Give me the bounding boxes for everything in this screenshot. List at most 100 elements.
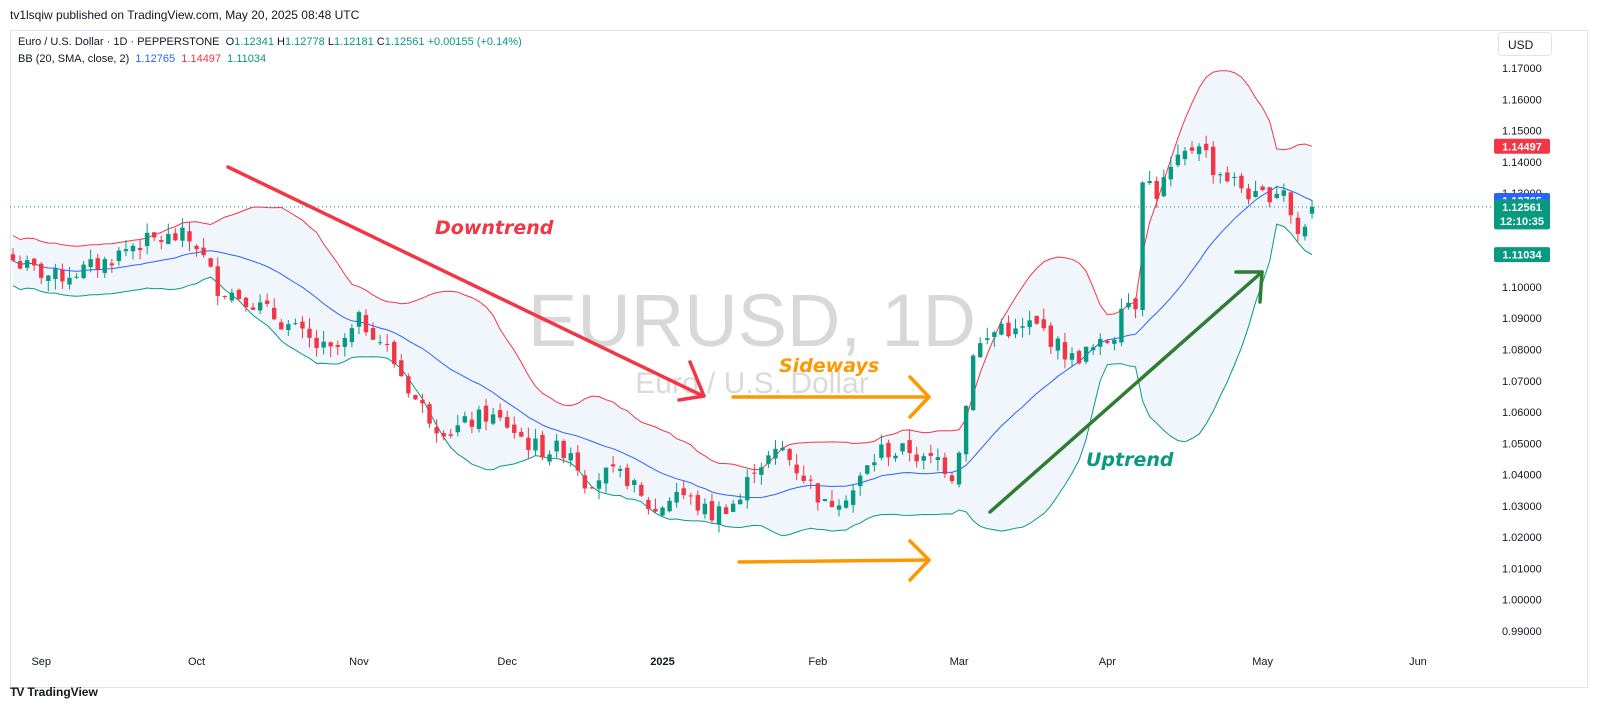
open-value: 1.12341 — [234, 36, 274, 48]
candle-body — [377, 342, 383, 344]
candle-body — [773, 448, 778, 459]
candle-body — [406, 376, 411, 394]
candle-body — [363, 314, 369, 333]
y-tick-label: 1.04000 — [1502, 470, 1542, 482]
y-tick-label: 1.07000 — [1502, 376, 1542, 388]
time-axis[interactable]: Sep Oct Nov Dec 2025 Feb Mar Apr May Jun — [31, 656, 1426, 668]
candle-body — [1147, 181, 1152, 184]
candle-body — [60, 269, 65, 282]
candle-body — [1182, 150, 1188, 160]
candle-body — [568, 453, 573, 461]
tradingview-logo-icon: TV — [10, 685, 24, 699]
y-tick-label: 1.01000 — [1502, 563, 1542, 575]
candle-body — [1062, 342, 1068, 360]
candle-body — [893, 455, 898, 459]
candle-body — [1069, 353, 1075, 360]
y-tick-label: 1.03000 — [1502, 501, 1542, 513]
candle-body — [850, 490, 856, 505]
candle-body — [243, 297, 249, 308]
candle-body — [787, 449, 792, 460]
y-tick-label: 1.02000 — [1502, 532, 1542, 544]
bar-countdown-text: 12:10:35 — [1500, 216, 1544, 228]
y-tick-label: 1.00000 — [1502, 595, 1542, 607]
candle-body — [194, 245, 199, 250]
y-tick-label: 1.05000 — [1502, 438, 1542, 450]
symbol-description[interactable]: Euro / U.S. Dollar · 1D · PEPPERSTONE — [18, 36, 220, 48]
candle-body — [992, 332, 997, 337]
candle-body — [483, 405, 489, 422]
watermark-symbol: EURUSD, 1D — [528, 279, 976, 362]
bb-legend-row[interactable]: BB (20, SMA, close, 2) 1.12765 1.14497 1… — [18, 51, 522, 68]
candle-body — [307, 328, 312, 338]
candle-body — [17, 261, 23, 269]
candle-body — [67, 277, 72, 285]
sideways-label: Sideways — [779, 355, 879, 377]
candle-body — [978, 343, 983, 358]
x-tick-label: 2025 — [650, 656, 674, 668]
ohlc-legend-row[interactable]: Euro / U.S. Dollar · 1D · PEPPERSTONE O1… — [18, 34, 522, 51]
candle-body — [780, 447, 785, 451]
candle-body — [24, 260, 30, 268]
candle-body — [985, 338, 990, 340]
candle-body — [865, 465, 870, 474]
candle-body — [603, 467, 609, 484]
y-tick-label: 1.15000 — [1502, 126, 1542, 138]
candle-body — [653, 508, 658, 512]
price-tags: 1.14497 1.12765 1.12561 12:10:35 1.11034 — [1494, 138, 1550, 263]
candle-body — [236, 289, 242, 299]
candle-body — [159, 240, 164, 242]
candle-body — [646, 499, 651, 510]
candle-body — [399, 360, 404, 377]
y-tick-label: 1.06000 — [1502, 407, 1542, 419]
candle-body — [130, 245, 136, 252]
bollinger-basis-line — [12, 186, 1313, 499]
candle-body — [1154, 180, 1159, 200]
candle-body — [1126, 302, 1131, 308]
candle-body — [137, 248, 143, 251]
y-tick-label: 1.08000 — [1502, 345, 1542, 357]
currency-button[interactable]: USD — [1498, 32, 1552, 56]
candle-body — [1232, 176, 1237, 178]
candle-body — [858, 475, 863, 487]
low-label: L — [327, 36, 334, 48]
candle-body — [208, 258, 213, 267]
uptrend-label: Uptrend — [1086, 449, 1174, 471]
candle-body — [448, 434, 453, 436]
x-tick-label: Dec — [497, 656, 517, 668]
last-price-tag — [1494, 199, 1550, 230]
candle-body — [900, 443, 905, 452]
candle-body — [1309, 206, 1315, 214]
candle-body — [469, 419, 475, 427]
candle-body — [505, 416, 510, 428]
candle-body — [935, 457, 941, 461]
candle-body — [667, 500, 672, 512]
candle-body — [392, 341, 397, 364]
candle-body — [1302, 226, 1308, 237]
candle-body — [921, 456, 926, 461]
candle-body — [801, 475, 806, 481]
footer-branding: TV TradingView — [10, 685, 98, 699]
candle-body — [942, 457, 948, 475]
candle-body — [886, 442, 891, 458]
candle-body — [794, 464, 799, 474]
candle-body — [88, 259, 93, 268]
y-tick-label: 1.09000 — [1502, 313, 1542, 325]
candle-body — [836, 505, 842, 510]
candle-body — [808, 479, 813, 481]
x-tick-label: Feb — [808, 656, 827, 668]
candle-body — [1041, 319, 1046, 329]
bb-upper-price-tag — [1494, 138, 1550, 154]
watermark: EURUSD, 1D Euro / U.S. Dollar — [528, 279, 976, 400]
downtrend-arrow-line — [226, 165, 705, 398]
candle-body — [31, 258, 37, 266]
sideways-lower-arrow-head — [908, 539, 931, 582]
candle-body — [201, 247, 206, 256]
candle-body — [1168, 166, 1174, 180]
candle-body — [956, 452, 962, 485]
downtrend-label: Downtrend — [435, 217, 554, 239]
last-price-tag-text: 1.12561 — [1502, 202, 1542, 214]
candle-body — [1288, 192, 1294, 216]
candle-body — [1253, 191, 1258, 198]
bb-indicator-label[interactable]: BB (20, SMA, close, 2) — [18, 53, 130, 65]
